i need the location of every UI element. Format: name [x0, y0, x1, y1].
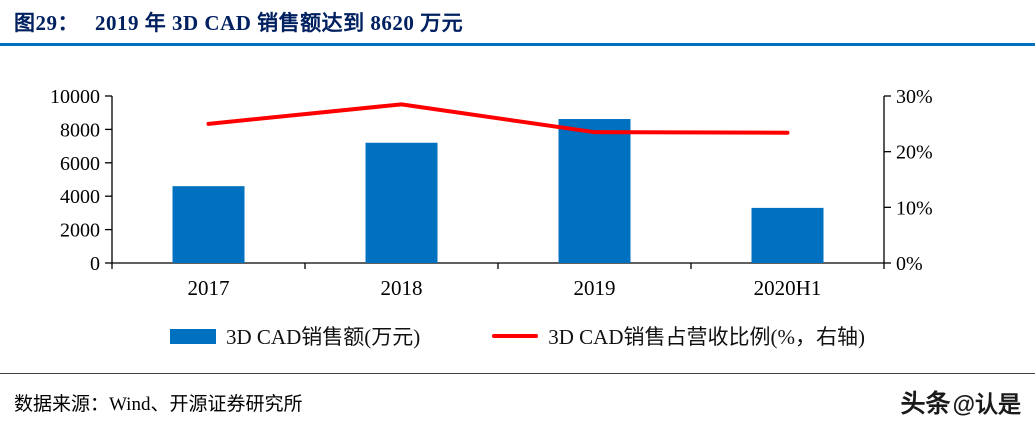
sales-bar-2017 [172, 186, 245, 263]
chart-legend: 3D CAD销售额(万元) 3D CAD销售占营收比例(%，右轴) [0, 321, 1035, 351]
legend-bar-swatch [170, 328, 216, 344]
legend-item-ratio: 3D CAD销售占营收比例(%，右轴) [492, 321, 865, 351]
x-axis-label-2019: 2019 [574, 276, 616, 300]
right-axis-tick-label: 0% [896, 253, 923, 275]
right-axis-tick-label: 20% [896, 142, 933, 164]
sales-bar-2018 [365, 142, 438, 263]
figure-header: 图29： 2019 年 3D CAD 销售额达到 8620 万元 [0, 0, 1035, 37]
watermark: 头条 @认是 [901, 384, 1021, 420]
legend-bar-label: 3D CAD销售额(万元) [226, 325, 421, 349]
watermark-user: @认是 [952, 391, 1021, 417]
data-source-text: 数据来源：Wind、开源证券研究所 [14, 393, 303, 415]
left-axis-tick-label: 4000 [60, 186, 100, 208]
left-axis-tick-label: 8000 [60, 119, 100, 141]
sales-bar-2020H1 [751, 207, 824, 263]
left-axis-tick-label: 0 [90, 253, 100, 275]
left-axis-tick-label: 2000 [60, 220, 100, 242]
figure-label: 图29： [14, 11, 79, 35]
legend-item-sales: 3D CAD销售额(万元) [170, 321, 420, 351]
watermark-brand: 头条 [900, 390, 951, 418]
sales-bar-2019 [558, 119, 631, 264]
legend-line-label: 3D CAD销售占营收比例(%，右轴) [548, 325, 865, 349]
left-axis-tick-label: 10000 [50, 86, 100, 108]
x-axis-label-2018: 2018 [381, 276, 423, 300]
legend-line-swatch [492, 334, 539, 338]
header-rule [0, 43, 1035, 46]
x-axis-label-2020H1: 2020H1 [754, 276, 822, 300]
sales-chart: 0 2000 4000 6000 8000 10000 0% 10% 20% 30% 2017 201… [50, 86, 933, 300]
right-axis-tick-label: 30% [896, 86, 933, 108]
ratio-line [206, 102, 790, 135]
figure-title: 2019 年 3D CAD 销售额达到 8620 万元 [95, 11, 464, 35]
footer-rule [0, 373, 1035, 374]
left-axis-tick-label: 6000 [60, 153, 100, 175]
footer: 数据来源：Wind、开源证券研究所 头条 @认是 [0, 373, 1035, 432]
right-axis-tick-label: 10% [896, 197, 933, 219]
x-axis-label-2017: 2017 [188, 276, 230, 300]
